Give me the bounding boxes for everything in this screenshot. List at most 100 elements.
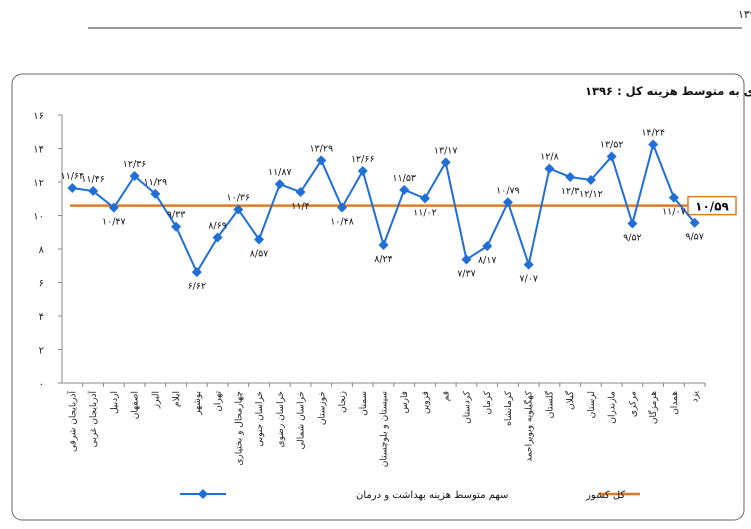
- x-tick-label: قزوین: [421, 391, 431, 414]
- y-tick-label: ۰: [39, 379, 44, 390]
- data-label: ۸/۲۴: [374, 254, 393, 265]
- legend-label: کل کشور: [585, 490, 625, 501]
- legend-marker: [198, 489, 208, 499]
- y-tick-label: ۱۴: [33, 145, 44, 156]
- data-label: ۱۲/۳: [561, 186, 580, 197]
- data-point: [129, 170, 140, 181]
- reference-label: ۱۰/۵۹: [695, 200, 729, 214]
- x-tick-label: بوشهر: [193, 391, 203, 416]
- data-point: [627, 218, 638, 229]
- y-tick-label: ۱۶: [33, 111, 44, 122]
- data-point: [316, 155, 327, 166]
- data-label: ۱۲/۳۶: [123, 159, 147, 170]
- data-label: ۷/۰۷: [519, 274, 538, 285]
- data-label: ۸/۶۹: [208, 220, 227, 231]
- data-point: [295, 187, 306, 198]
- data-point: [67, 183, 78, 194]
- x-tick-label: گلستان: [543, 390, 555, 418]
- data-label: ۱۰/۷۹: [496, 185, 520, 196]
- data-point: [337, 202, 348, 213]
- x-tick-label: سمنان: [359, 391, 369, 416]
- x-tick-label: لرستان: [587, 391, 597, 418]
- x-tick-label: اردبیل: [110, 391, 120, 414]
- x-tick-label: تهران: [214, 391, 224, 412]
- data-point: [544, 163, 555, 174]
- data-point: [689, 217, 700, 228]
- data-label: ۱۱/۵۳: [392, 173, 416, 184]
- x-tick-label: اصفهان: [131, 391, 141, 419]
- chart-frame: [11, 73, 745, 521]
- x-tick-label: خراسان جنوبی: [255, 391, 265, 447]
- data-point: [212, 232, 223, 243]
- data-point: [88, 186, 99, 197]
- legend-label: سهم متوسط هزینه بهداشت و درمان: [356, 490, 508, 501]
- data-label: ۱۱/۰۷: [662, 207, 686, 218]
- data-label: ۱۰/۴۷: [102, 217, 126, 228]
- data-label: ۱۴/۲۴: [641, 127, 665, 138]
- data-point: [254, 234, 265, 245]
- x-tick-label: ایلام: [172, 391, 182, 407]
- data-point: [233, 204, 244, 215]
- reference-label-box: [687, 195, 737, 216]
- x-tick-label: خوزستان: [317, 391, 327, 425]
- data-label: ۸/۱۷: [478, 255, 497, 266]
- data-label: ۱۰/۳۶: [226, 192, 250, 203]
- x-tick-label: سیستان و بلوچستان: [380, 391, 390, 467]
- data-label: ۱۲/۱۲: [579, 189, 603, 200]
- data-label: ۱۱/۴۶: [81, 174, 105, 185]
- x-tick-label: خراسان شمالی: [297, 391, 307, 450]
- x-tick-label: کرمانشاه: [504, 390, 514, 426]
- x-tick-label: البرز: [151, 391, 161, 409]
- data-label: ۱۳/۵۲: [600, 140, 624, 151]
- y-tick-label: ۸: [39, 245, 45, 256]
- data-point: [502, 197, 513, 208]
- x-tick-label: یزد: [691, 391, 701, 403]
- y-tick-label: ۱۲: [33, 178, 44, 189]
- x-tick-label: زنجان: [338, 391, 348, 413]
- x-tick-label: مازندران: [608, 391, 618, 424]
- data-label: ۹/۵۷: [685, 232, 704, 243]
- x-tick-label: مرکزی: [628, 391, 638, 417]
- y-tick-label: ۲: [39, 346, 44, 357]
- y-tick-label: ۴: [39, 312, 44, 323]
- data-point: [191, 267, 202, 278]
- data-point: [378, 239, 389, 250]
- data-point: [482, 241, 493, 252]
- chart-title: نمودار۳- سهم متوسط هزینه‌های بهداشت و در…: [585, 84, 751, 99]
- data-label: ۱۰/۴۸: [330, 216, 354, 227]
- x-tick-label: فارس: [400, 391, 410, 413]
- data-point: [565, 171, 576, 182]
- data-label: ۱۳/۱۷: [434, 145, 458, 156]
- y-tick-label: ۱۰: [33, 212, 44, 223]
- x-tick-label: کرمان: [483, 390, 493, 414]
- data-label: ۷/۳۷: [457, 269, 476, 280]
- data-label: ۱۲/۶۶: [351, 154, 375, 165]
- y-tick-label: ۶: [39, 279, 44, 290]
- x-tick-label: خراسان رضوی: [276, 391, 286, 447]
- data-point: [668, 192, 679, 203]
- data-label: ۱۱/۸۷: [268, 167, 292, 178]
- x-tick-label: همدان: [670, 391, 680, 415]
- data-point: [150, 188, 161, 199]
- data-point: [419, 193, 430, 204]
- data-point: [606, 151, 617, 162]
- data-point: [274, 179, 285, 190]
- data-point: [523, 259, 534, 270]
- page-header: بررسی هزینه‌های سلامت و بیمه‌های اجتماعی…: [738, 8, 751, 21]
- data-point: [585, 174, 596, 185]
- x-tick-label: آذربایجان غربی: [87, 391, 99, 448]
- x-tick-label: هرمزگان: [647, 391, 659, 424]
- x-tick-label: آذربایجان شرقی: [66, 391, 78, 452]
- x-tick-label: قم: [442, 391, 452, 401]
- data-point: [357, 165, 368, 176]
- data-label: ۱۱/۶۴: [61, 171, 85, 182]
- x-tick-label: گیلان: [564, 390, 576, 410]
- data-label: ۱۱/۲۹: [144, 177, 168, 188]
- data-label: ۹/۳۳: [167, 210, 186, 221]
- data-label: ۱۳/۲۹: [309, 143, 333, 154]
- x-tick-label: کردستان: [462, 390, 472, 424]
- data-point: [171, 221, 182, 232]
- data-point: [399, 184, 410, 195]
